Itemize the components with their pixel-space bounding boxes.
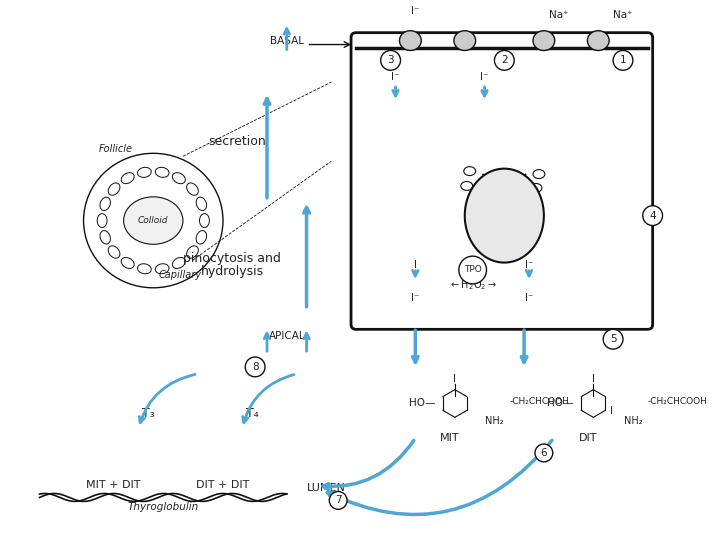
Text: hydrolysis: hydrolysis: [201, 266, 264, 279]
Ellipse shape: [533, 170, 545, 179]
Text: 3: 3: [387, 56, 394, 65]
Circle shape: [246, 357, 265, 377]
Text: Na⁺: Na⁺: [549, 10, 569, 20]
Text: I: I: [610, 407, 613, 416]
Text: APICAL: APICAL: [269, 331, 305, 341]
Ellipse shape: [138, 264, 151, 274]
Text: 6: 6: [541, 448, 547, 458]
Text: DIT: DIT: [579, 433, 598, 443]
Ellipse shape: [461, 181, 472, 191]
Text: HO—: HO—: [547, 399, 574, 408]
Ellipse shape: [196, 231, 207, 244]
Text: I⁻: I⁻: [525, 260, 534, 270]
Ellipse shape: [121, 173, 134, 184]
Text: T₄: T₄: [246, 407, 258, 420]
Text: -CH₂CHCOOH: -CH₂CHCOOH: [648, 397, 708, 406]
Circle shape: [535, 444, 553, 462]
Text: pinocytosis and: pinocytosis and: [184, 252, 282, 265]
Text: 5: 5: [610, 334, 616, 344]
Ellipse shape: [108, 183, 120, 195]
Text: T₃: T₃: [142, 407, 155, 420]
Circle shape: [603, 329, 623, 349]
Text: I⁻: I⁻: [411, 6, 420, 16]
Text: secretion: secretion: [209, 135, 266, 148]
Circle shape: [495, 50, 514, 70]
Ellipse shape: [186, 183, 198, 195]
Text: HO—: HO—: [409, 399, 436, 408]
Text: I⁻: I⁻: [480, 72, 489, 82]
Ellipse shape: [186, 246, 198, 258]
Text: DIT + DIT: DIT + DIT: [196, 480, 249, 490]
Text: 2: 2: [501, 56, 508, 65]
Ellipse shape: [533, 31, 554, 50]
Text: LUMEN: LUMEN: [307, 483, 346, 492]
Ellipse shape: [138, 167, 151, 177]
Ellipse shape: [465, 168, 544, 262]
Ellipse shape: [172, 258, 185, 268]
Ellipse shape: [121, 258, 134, 268]
Text: Capillary: Capillary: [158, 270, 201, 280]
Ellipse shape: [108, 246, 120, 258]
Ellipse shape: [400, 31, 421, 50]
Text: NH₂: NH₂: [485, 416, 504, 426]
Ellipse shape: [530, 184, 542, 192]
Text: I⁻: I⁻: [411, 293, 420, 303]
Text: Thyroglobulin: Thyroglobulin: [127, 502, 199, 512]
Text: 4: 4: [649, 211, 656, 221]
Ellipse shape: [156, 167, 169, 177]
Text: TPO: TPO: [464, 266, 482, 274]
Circle shape: [381, 50, 400, 70]
Text: 8: 8: [252, 362, 258, 372]
Text: I: I: [592, 374, 595, 384]
Text: $\leftarrow$H$_2$O$_2$$\rightarrow$: $\leftarrow$H$_2$O$_2$$\rightarrow$: [449, 278, 497, 292]
Text: Colloid: Colloid: [138, 216, 168, 225]
Ellipse shape: [172, 173, 185, 184]
Text: 7: 7: [335, 495, 341, 505]
Ellipse shape: [464, 167, 476, 176]
Text: Na⁺: Na⁺: [613, 10, 633, 20]
Circle shape: [643, 206, 662, 226]
Text: I⁻: I⁻: [525, 293, 534, 303]
Circle shape: [459, 256, 487, 284]
FancyBboxPatch shape: [351, 33, 652, 329]
Text: I: I: [454, 374, 456, 384]
Ellipse shape: [100, 231, 110, 244]
Text: -CH₂CHCOOH: -CH₂CHCOOH: [509, 397, 569, 406]
Ellipse shape: [156, 264, 169, 274]
Text: NH₂: NH₂: [624, 416, 642, 426]
Ellipse shape: [454, 31, 476, 50]
Text: MIT + DIT: MIT + DIT: [86, 480, 141, 490]
Text: Follicle: Follicle: [99, 144, 133, 154]
Ellipse shape: [199, 214, 210, 227]
Text: MIT: MIT: [440, 433, 460, 443]
Ellipse shape: [588, 31, 609, 50]
Ellipse shape: [100, 197, 110, 211]
Text: I: I: [414, 260, 417, 270]
Ellipse shape: [196, 197, 207, 211]
Circle shape: [329, 491, 347, 509]
Text: I⁻: I⁻: [391, 72, 400, 82]
Ellipse shape: [97, 214, 107, 227]
Text: BASAL: BASAL: [270, 36, 304, 45]
Circle shape: [613, 50, 633, 70]
Text: 1: 1: [620, 56, 626, 65]
Ellipse shape: [124, 197, 183, 244]
